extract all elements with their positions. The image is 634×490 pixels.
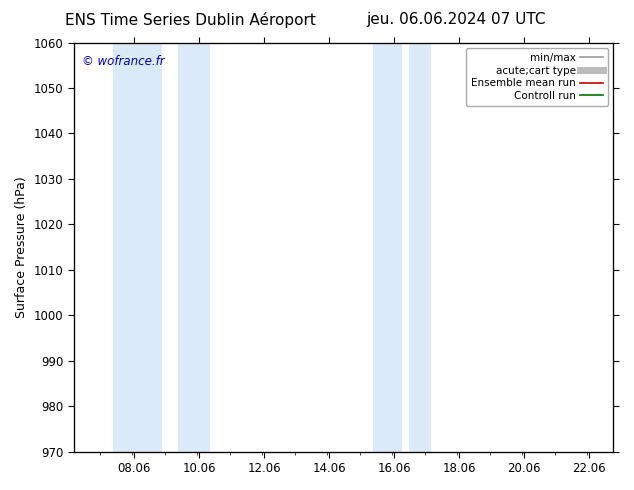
Text: ENS Time Series Dublin Aéroport: ENS Time Series Dublin Aéroport xyxy=(65,12,316,28)
Bar xyxy=(408,43,431,452)
Bar xyxy=(178,43,210,452)
Legend: min/max, acute;cart type, Ensemble mean run, Controll run: min/max, acute;cart type, Ensemble mean … xyxy=(466,48,608,106)
Text: jeu. 06.06.2024 07 UTC: jeu. 06.06.2024 07 UTC xyxy=(366,12,547,27)
Y-axis label: Surface Pressure (hPa): Surface Pressure (hPa) xyxy=(15,176,28,318)
Bar xyxy=(113,43,162,452)
Bar xyxy=(373,43,402,452)
Text: © wofrance.fr: © wofrance.fr xyxy=(82,55,164,68)
